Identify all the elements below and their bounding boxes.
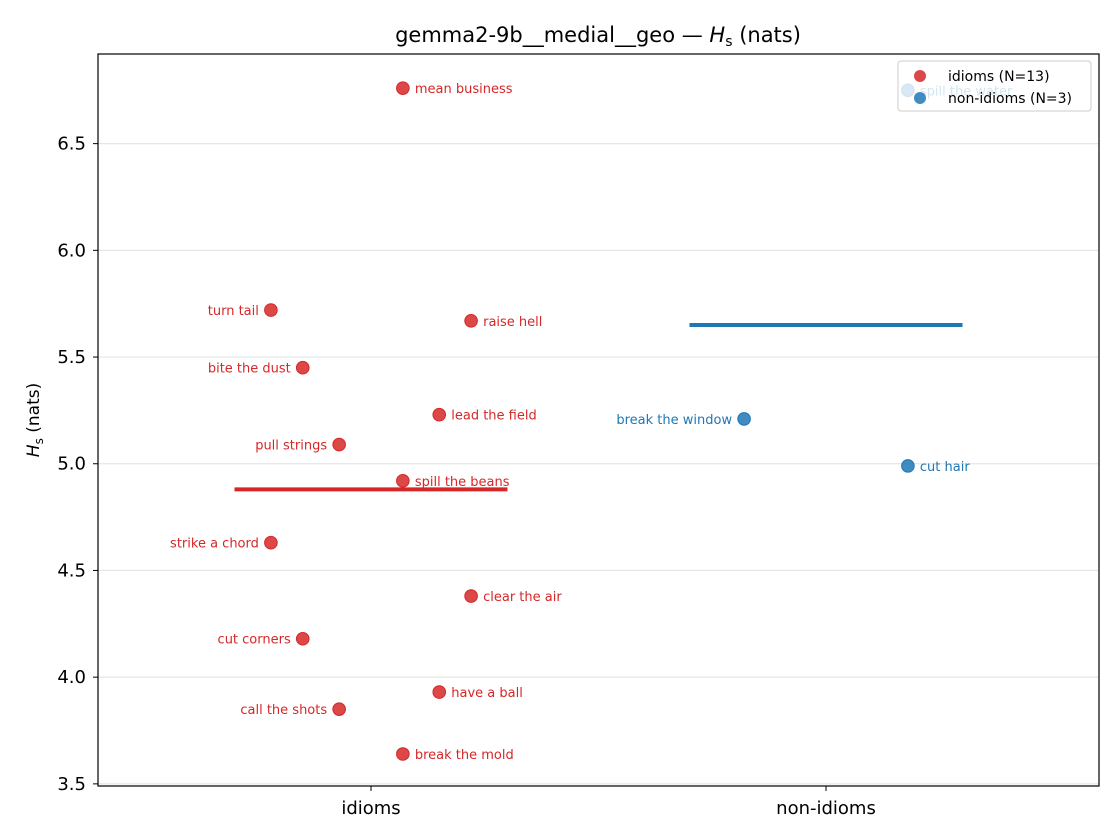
point-label: call the shots bbox=[240, 703, 327, 718]
data-point bbox=[264, 535, 278, 550]
y-tick-label: 4.0 bbox=[57, 667, 86, 688]
point-label: cut hair bbox=[920, 460, 970, 475]
data-point bbox=[901, 459, 915, 473]
data-points: mean business turn tail raise hell bite the… bbox=[170, 81, 1013, 763]
point-label: break the window bbox=[616, 413, 732, 428]
x-tick-label: non-idioms bbox=[776, 798, 876, 819]
y-axis-label: Hs (nats) bbox=[24, 383, 46, 457]
y-tick-label: 6.5 bbox=[57, 134, 86, 155]
legend-label-idioms: idioms (N=13) bbox=[948, 69, 1050, 85]
point-label: have a ball bbox=[451, 686, 523, 701]
data-point bbox=[332, 702, 346, 716]
point-label: clear the air bbox=[483, 590, 562, 605]
y-axis-label-suffix: (nats) bbox=[24, 383, 44, 438]
data-point bbox=[396, 81, 410, 95]
plot-frame bbox=[97, 53, 1100, 787]
point-label: spill the beans bbox=[415, 475, 510, 490]
point-label: raise hell bbox=[483, 315, 542, 330]
data-point bbox=[737, 412, 751, 426]
y-axis-label-symbol: H bbox=[24, 444, 44, 457]
data-point bbox=[295, 360, 310, 375]
point-label: lead the field bbox=[451, 409, 536, 424]
data-point bbox=[464, 313, 478, 328]
x-tick-label: idioms bbox=[341, 798, 400, 819]
y-axis: 3.5 4.0 4.5 5.0 5.5 6.0 6.5 bbox=[57, 134, 98, 795]
point-label: strike a chord bbox=[170, 537, 259, 552]
y-tick-label: 5.0 bbox=[57, 454, 86, 475]
legend-marker-non-idioms bbox=[914, 92, 926, 104]
data-point bbox=[396, 747, 410, 761]
y-axis-label-subscript: s bbox=[32, 438, 46, 444]
chart-title-text: gemma2-9b__medial__geo — bbox=[395, 23, 709, 48]
legend-label-non-idioms: non-idioms (N=3) bbox=[948, 91, 1072, 107]
data-point bbox=[295, 631, 310, 646]
x-axis: idioms non-idioms bbox=[341, 786, 876, 819]
y-tick-label: 4.5 bbox=[57, 560, 86, 581]
chart-title-subscript: s bbox=[725, 34, 732, 50]
point-label: pull strings bbox=[255, 439, 327, 454]
point-label: bite the dust bbox=[208, 362, 291, 377]
data-point bbox=[432, 685, 447, 699]
chart-title: gemma2-9b__medial__geo — Hs (nats) bbox=[395, 23, 801, 50]
mean-lines bbox=[234, 323, 963, 492]
point-label: mean business bbox=[415, 82, 513, 97]
data-point bbox=[396, 474, 410, 488]
y-tick-label: 3.5 bbox=[57, 774, 86, 795]
point-label: cut corners bbox=[218, 633, 291, 648]
data-point bbox=[332, 437, 346, 452]
y-tick-label: 6.0 bbox=[57, 240, 86, 261]
legend-marker-idioms bbox=[914, 70, 926, 82]
y-tick-label: 5.5 bbox=[57, 347, 86, 368]
data-point bbox=[432, 407, 447, 422]
grid-lines bbox=[98, 143, 1099, 785]
point-label: turn tail bbox=[208, 304, 259, 319]
data-point bbox=[464, 589, 478, 603]
point-label: break the mold bbox=[415, 748, 514, 763]
chart-title-symbol: H bbox=[709, 23, 725, 47]
data-point bbox=[264, 303, 278, 317]
legend-box bbox=[897, 60, 1092, 112]
chart-title-suffix: (nats) bbox=[733, 23, 801, 47]
legend: idioms (N=13) non-idioms (N=3) bbox=[897, 60, 1092, 112]
